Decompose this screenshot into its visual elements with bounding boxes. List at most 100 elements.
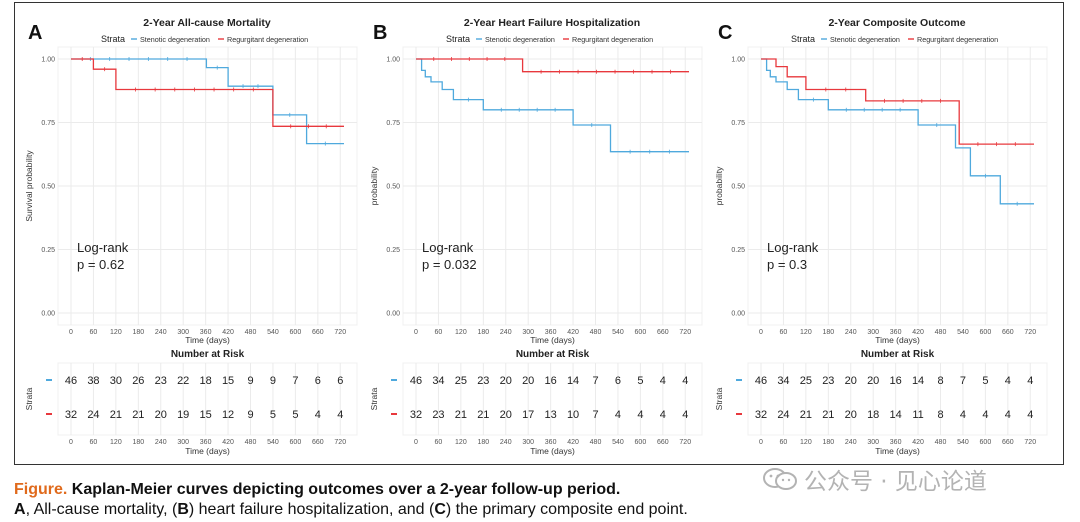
risk-count: 7 [592,409,598,421]
x-tick-label: 300 [522,329,534,336]
y-axis-label: probability [714,166,724,205]
risk-count: 21 [800,409,812,421]
risk-x-tick-label: 240 [500,439,512,446]
risk-x-tick-label: 60 [90,439,98,446]
x-tick-label: 180 [822,329,834,336]
risk-table-title: Number at Risk [171,349,245,360]
x-tick-label: 600 [980,329,992,336]
x-tick-label: 240 [155,329,167,336]
risk-count: 5 [270,409,276,421]
x-tick-label: 540 [267,329,279,336]
panel-letter: B [373,22,387,44]
watermark: 公众号 · 见心论道 [762,464,987,495]
risk-count: 4 [660,375,666,387]
y-tick-label: 1.00 [41,57,55,64]
panel-letter: A [28,22,42,44]
risk-x-tick-label: 360 [890,439,902,446]
risk-count: 34 [432,375,444,387]
p-value: p = 0.62 [77,257,124,272]
risk-x-tick-label: 720 [1024,439,1036,446]
risk-x-tick-label: 300 [522,439,534,446]
y-axis-label: Survival probability [24,150,34,222]
legend-label-stenotic: Stenotic degeneration [830,35,900,44]
y-tick-label: 0.25 [731,247,745,254]
risk-count: 8 [937,409,943,421]
risk-count: 9 [270,375,276,387]
risk-count: 4 [1027,409,1033,421]
risk-x-axis-label: Time (days) [530,446,575,456]
x-tick-label: 60 [90,329,98,336]
caption-text-2: ) heart failure hospitalization, and ( [188,501,435,518]
caption-text-3: ) the primary composite end point. [445,501,688,518]
caption-title: Kaplan-Meier curves depicting outcomes o… [71,481,621,498]
risk-count: 5 [637,375,643,387]
x-tick-label: 480 [935,329,947,336]
risk-y-label: Strata [24,387,34,410]
x-tick-label: 240 [500,329,512,336]
risk-x-tick-label: 660 [312,439,324,446]
risk-count: 38 [87,375,99,387]
x-tick-label: 120 [110,329,122,336]
risk-count: 14 [890,409,902,421]
x-tick-label: 0 [414,329,418,336]
risk-count: 20 [522,375,534,387]
risk-count: 32 [65,409,77,421]
figure-frame [14,2,1064,465]
risk-table-title: Number at Risk [861,349,935,360]
risk-x-tick-label: 180 [477,439,489,446]
legend: Strata Stenotic degeneration Regurgitant d… [446,34,653,44]
risk-y-label: Strata [714,387,724,410]
x-tick-label: 420 [567,329,579,336]
risk-count: 6 [315,375,321,387]
x-tick-label: 600 [635,329,647,336]
x-axis-label: Time (days) [530,335,575,345]
risk-count: 4 [337,409,343,421]
censor-marks-regurgitant [825,87,1016,147]
logrank-label: Log-rank [767,240,819,255]
risk-count: 23 [432,409,444,421]
risk-count: 18 [867,409,879,421]
risk-count: 20 [845,375,857,387]
km-curve-stenotic [416,58,689,153]
risk-count: 16 [545,375,557,387]
risk-count: 46 [410,375,422,387]
panel-a: A 2-Year All-cause Mortality Strata Stenoti… [24,17,358,456]
y-tick-label: 0.25 [41,247,55,254]
risk-count: 15 [222,375,234,387]
x-tick-label: 720 [679,329,691,336]
risk-count: 4 [982,409,988,421]
risk-x-tick-label: 0 [414,439,418,446]
x-tick-label: 360 [545,329,557,336]
risk-x-tick-label: 0 [759,439,763,446]
risk-count: 16 [890,375,902,387]
risk-count: 24 [777,409,789,421]
risk-count: 7 [592,375,598,387]
risk-count: 25 [800,375,812,387]
caption-lead: Figure. [14,481,68,498]
x-tick-label: 420 [912,329,924,336]
x-tick-label: 660 [312,329,324,336]
risk-x-tick-label: 60 [780,439,788,446]
risk-count: 17 [522,409,534,421]
x-tick-label: 60 [435,329,443,336]
risk-x-tick-label: 600 [635,439,647,446]
x-tick-label: 420 [222,329,234,336]
risk-x-tick-label: 240 [155,439,167,446]
risk-x-tick-label: 300 [867,439,879,446]
chart-title: 2-Year Composite Outcome [828,17,965,29]
risk-count: 21 [455,409,467,421]
risk-count: 5 [982,375,988,387]
y-tick-label: 0.75 [386,120,400,127]
risk-x-tick-label: 600 [980,439,992,446]
legend: Strata Stenotic degeneration Regurgitant d… [101,34,308,44]
risk-count: 6 [337,375,343,387]
y-tick-label: 0.75 [41,120,55,127]
risk-x-tick-label: 120 [110,439,122,446]
risk-count: 46 [65,375,77,387]
risk-count: 5 [292,409,298,421]
p-value: p = 0.032 [422,257,477,272]
risk-count: 21 [477,409,489,421]
risk-count: 34 [777,375,789,387]
risk-count: 32 [755,409,767,421]
risk-count: 21 [822,409,834,421]
